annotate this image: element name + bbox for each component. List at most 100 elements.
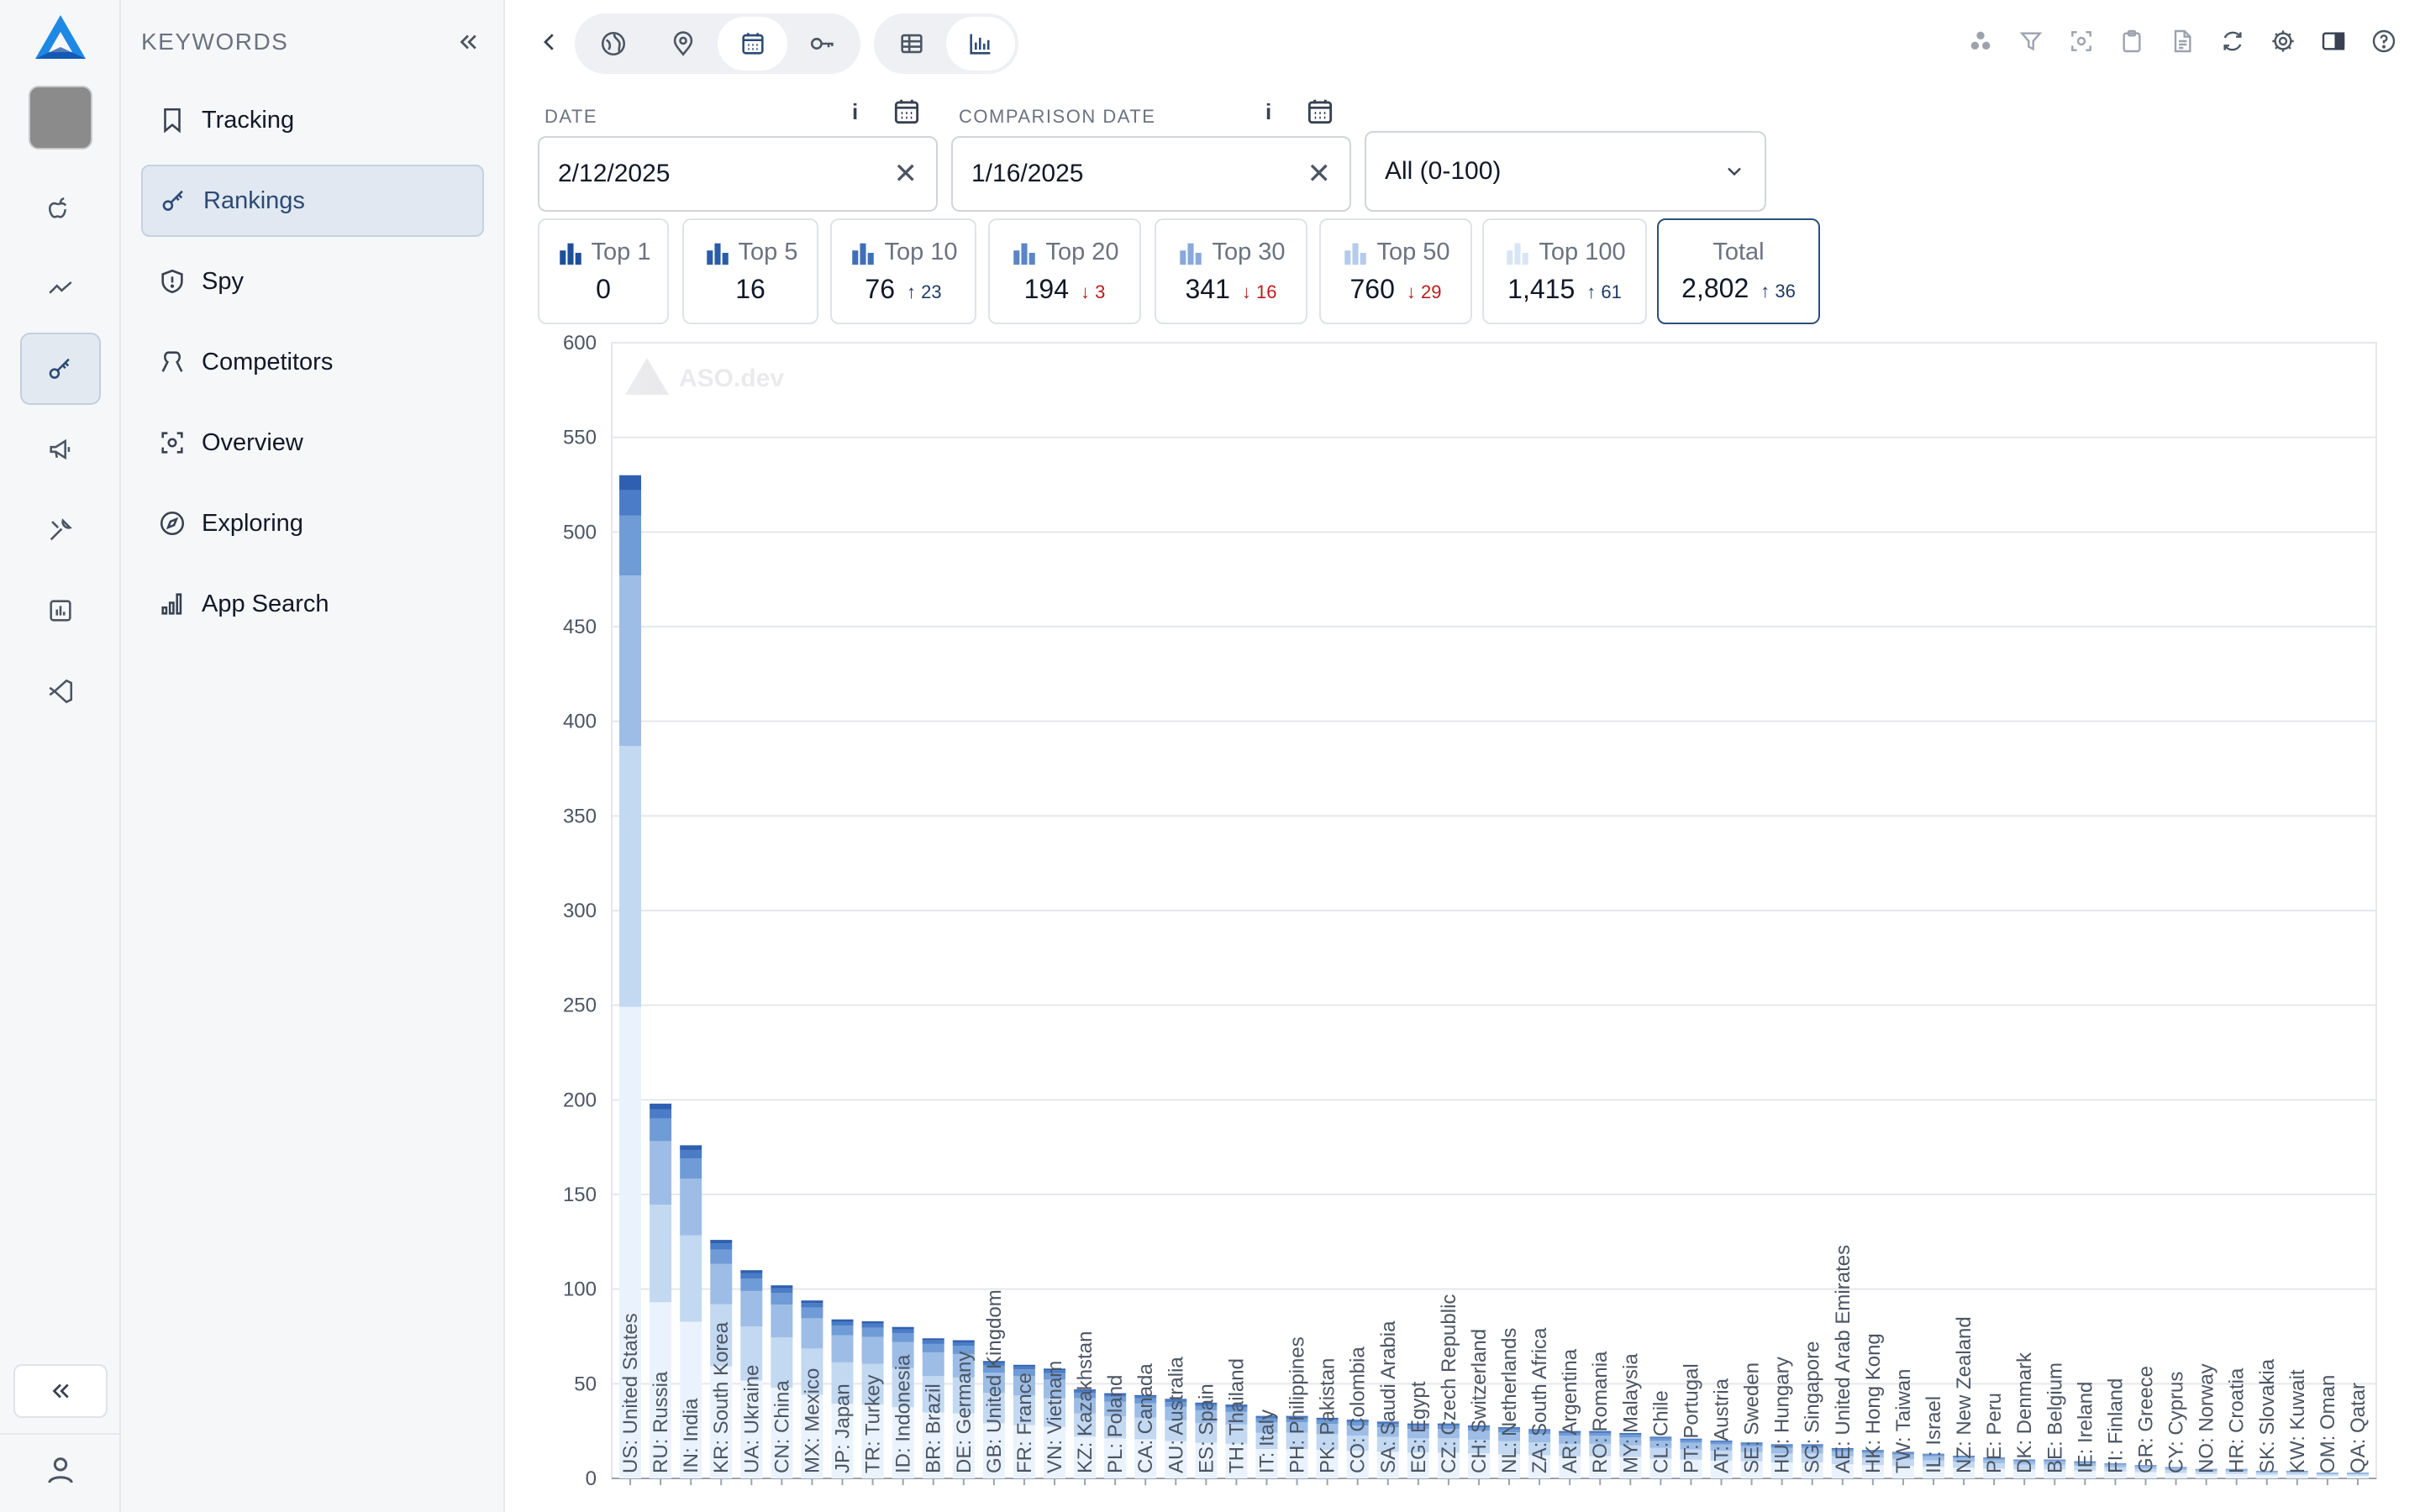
gear-icon[interactable] xyxy=(2269,25,2297,57)
nav-rankings[interactable]: Rankings xyxy=(141,165,484,237)
document-icon[interactable] xyxy=(2168,25,2196,57)
bar-stack[interactable] xyxy=(1740,1442,1763,1478)
globe-icon[interactable] xyxy=(578,17,648,71)
bar-stack[interactable] xyxy=(1165,1399,1187,1478)
nav-competitors[interactable]: Competitors xyxy=(141,326,484,398)
megaphone-icon[interactable] xyxy=(20,413,101,486)
user-icon[interactable] xyxy=(44,1453,77,1487)
sidebar-toggle-icon[interactable] xyxy=(2319,25,2348,57)
bar-stack[interactable] xyxy=(2195,1468,2217,1478)
bar-stack[interactable] xyxy=(2104,1462,2127,1478)
bar-stack[interactable] xyxy=(1074,1389,1097,1478)
bar-stack[interactable] xyxy=(801,1300,823,1478)
bar-stack[interactable] xyxy=(771,1285,793,1478)
bar-stack[interactable] xyxy=(710,1240,733,1478)
bar-stack[interactable] xyxy=(1044,1368,1065,1478)
bar-stack[interactable] xyxy=(1376,1421,1399,1478)
bar-stack[interactable] xyxy=(2255,1470,2278,1478)
trend-line-icon[interactable] xyxy=(20,252,101,324)
key-icon[interactable] xyxy=(20,333,101,405)
vscode-icon[interactable] xyxy=(20,655,101,727)
tools-icon[interactable] xyxy=(20,494,101,566)
bar-stack[interactable] xyxy=(952,1340,975,1478)
collapse-rail-button[interactable] xyxy=(13,1364,108,1418)
nav-tracking[interactable]: Tracking xyxy=(141,84,484,156)
bar-stack[interactable] xyxy=(680,1145,702,1478)
bar-stack[interactable] xyxy=(1710,1440,1733,1478)
nav-app-search[interactable]: App Search xyxy=(141,568,484,640)
bar-stack[interactable] xyxy=(2316,1473,2338,1478)
bar-stack[interactable] xyxy=(1225,1404,1248,1478)
bar-stack[interactable] xyxy=(1195,1402,1218,1478)
bar-stack[interactable] xyxy=(1528,1429,1551,1478)
bar-stack[interactable] xyxy=(2165,1467,2187,1478)
bar-stack[interactable] xyxy=(1861,1450,1884,1478)
refresh-icon[interactable] xyxy=(2218,25,2247,57)
bar-stack[interactable] xyxy=(2044,1459,2066,1478)
cluster-icon[interactable] xyxy=(1966,25,1995,57)
bar-stack[interactable] xyxy=(1286,1415,1308,1478)
bar-stack[interactable] xyxy=(2074,1461,2096,1478)
stat-card-top-20[interactable]: Top 20 194 ↓ 3 xyxy=(988,218,1141,324)
table-icon[interactable] xyxy=(877,17,946,71)
bar-stack[interactable] xyxy=(1104,1393,1127,1478)
collapse-panel-button[interactable] xyxy=(453,27,483,57)
bar-stack[interactable] xyxy=(2134,1465,2157,1478)
stat-card-top-50[interactable]: Top 50 760 ↓ 29 xyxy=(1319,218,1472,324)
rank-range-select[interactable]: All (0-100) xyxy=(1365,131,1766,212)
bar-stack[interactable] xyxy=(1983,1457,2006,1478)
bar-stack[interactable] xyxy=(1831,1447,1854,1478)
bar-stack[interactable] xyxy=(1801,1444,1823,1478)
bar-stack[interactable] xyxy=(1559,1431,1581,1478)
bar-stack[interactable] xyxy=(922,1338,944,1478)
back-button[interactable] xyxy=(534,27,565,57)
calendar-icon[interactable] xyxy=(891,96,923,128)
help-icon[interactable] xyxy=(2370,25,2398,57)
bar-stack[interactable] xyxy=(1407,1423,1429,1478)
calendar-icon[interactable] xyxy=(1304,96,1336,128)
bar-stack[interactable] xyxy=(2346,1473,2369,1478)
stat-card-top-10[interactable]: Top 10 76 ↑ 23 xyxy=(830,218,976,324)
stat-card-top-5[interactable]: Top 5 16 xyxy=(682,218,818,324)
bar-stack[interactable] xyxy=(619,475,642,1478)
clear-comparison-date-icon[interactable]: ✕ xyxy=(1307,158,1332,190)
bar-stack[interactable] xyxy=(1467,1425,1490,1478)
key-icon[interactable] xyxy=(787,17,857,71)
bar-stack[interactable] xyxy=(1770,1444,1793,1478)
logo-icon[interactable] xyxy=(34,13,87,60)
stat-card-total[interactable]: Total 2,802 ↑ 36 xyxy=(1657,218,1820,324)
bar-stack[interactable] xyxy=(1013,1364,1035,1478)
filter-icon[interactable] xyxy=(2017,25,2045,57)
stat-card-top-30[interactable]: Top 30 341 ↓ 16 xyxy=(1155,218,1307,324)
bar-stack[interactable] xyxy=(831,1319,854,1478)
bar-stack[interactable] xyxy=(1316,1417,1339,1478)
bar-stack[interactable] xyxy=(2013,1459,2036,1478)
bar-stack[interactable] xyxy=(861,1320,884,1478)
bar-stack[interactable] xyxy=(1255,1415,1278,1478)
nav-exploring[interactable]: Exploring xyxy=(141,487,484,559)
calendar-icon[interactable] xyxy=(718,17,787,71)
stat-card-top-1[interactable]: Top 1 0 xyxy=(538,218,669,324)
clear-date-icon[interactable]: ✕ xyxy=(893,158,918,190)
bar-stack[interactable] xyxy=(1680,1438,1702,1478)
bar-chart-icon[interactable] xyxy=(20,575,101,647)
apple-icon[interactable] xyxy=(20,171,101,244)
bar-stack[interactable] xyxy=(2286,1470,2308,1478)
bar-chart-icon[interactable] xyxy=(946,17,1015,71)
bar-stack[interactable] xyxy=(1619,1432,1642,1478)
bar-stack[interactable] xyxy=(740,1270,763,1478)
bar-stack[interactable] xyxy=(1134,1394,1157,1478)
bar-stack[interactable] xyxy=(1923,1453,1944,1478)
comparison-date-input[interactable]: 1/16/2025 ✕ xyxy=(951,136,1351,212)
bar-stack[interactable] xyxy=(1649,1436,1672,1478)
location-pin-icon[interactable] xyxy=(648,17,718,71)
clipboard-icon[interactable] xyxy=(2118,25,2146,57)
bar-stack[interactable] xyxy=(1346,1420,1369,1478)
date-input[interactable]: 2/12/2025 ✕ xyxy=(538,136,938,212)
bar-stack[interactable] xyxy=(1589,1431,1612,1478)
bar-stack[interactable] xyxy=(1891,1452,1914,1478)
bar-stack[interactable] xyxy=(1498,1427,1521,1478)
bar-stack[interactable] xyxy=(1953,1455,1975,1478)
nav-spy[interactable]: Spy xyxy=(141,245,484,318)
bar-stack[interactable] xyxy=(1437,1423,1460,1478)
